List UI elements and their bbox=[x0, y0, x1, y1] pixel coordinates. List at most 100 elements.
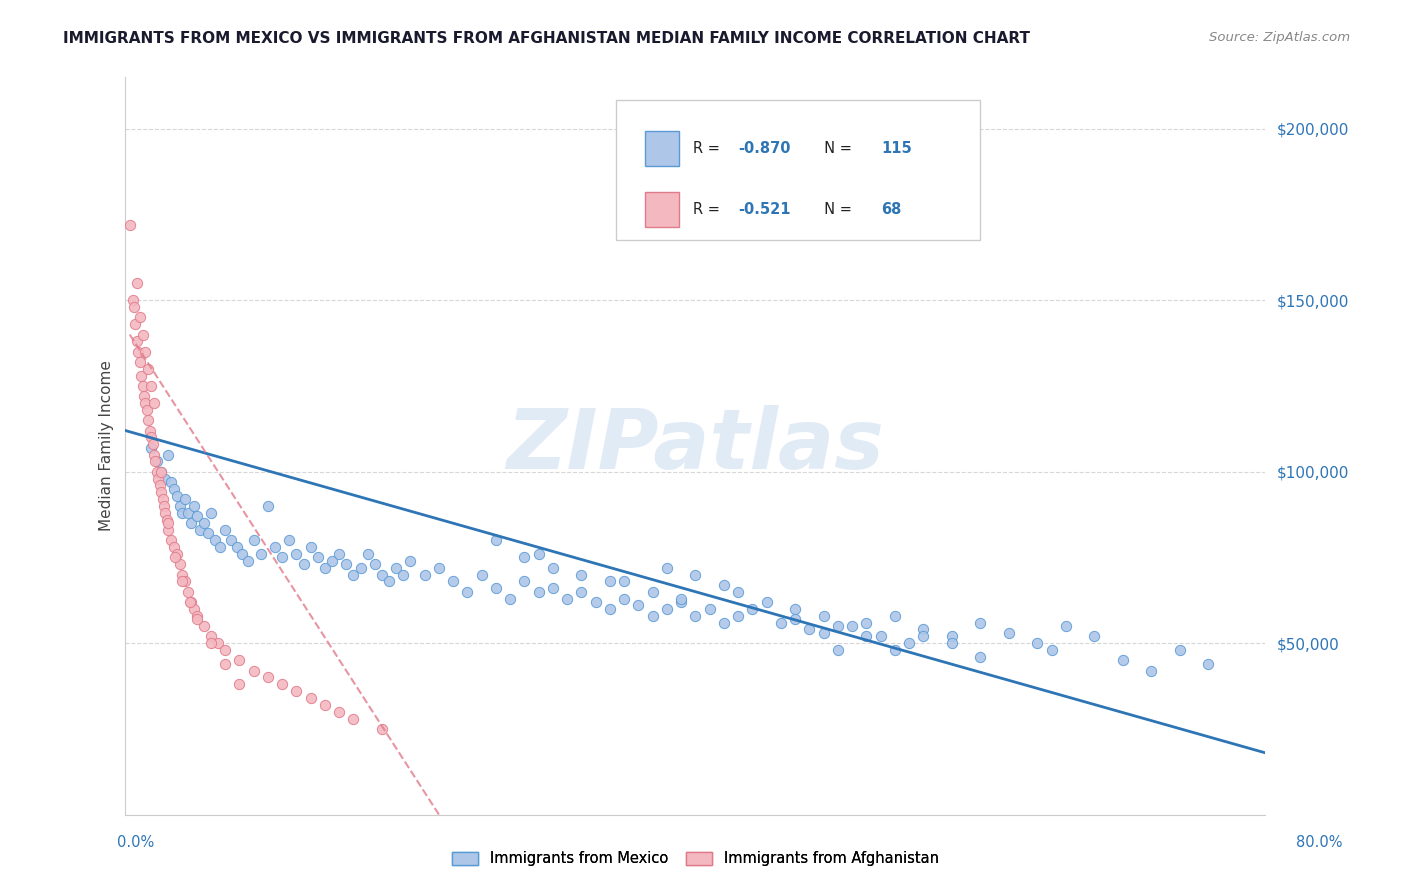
Point bbox=[236, 554, 259, 568]
Point bbox=[150, 465, 173, 479]
Point bbox=[200, 629, 222, 643]
Point bbox=[513, 550, 536, 565]
Point bbox=[299, 540, 322, 554]
Point bbox=[166, 489, 188, 503]
Point bbox=[122, 300, 145, 314]
Point bbox=[669, 591, 692, 606]
Point bbox=[186, 612, 208, 626]
Point bbox=[413, 567, 436, 582]
Point bbox=[134, 396, 156, 410]
Point bbox=[183, 602, 205, 616]
Text: -0.870: -0.870 bbox=[738, 141, 792, 156]
Point bbox=[827, 643, 849, 657]
Point bbox=[172, 574, 194, 589]
Point bbox=[174, 492, 197, 507]
Point bbox=[527, 584, 550, 599]
Point bbox=[869, 629, 891, 643]
Point bbox=[214, 643, 236, 657]
Point bbox=[200, 636, 222, 650]
Point bbox=[827, 619, 849, 633]
Point bbox=[1026, 636, 1049, 650]
Point bbox=[146, 454, 169, 468]
Point bbox=[613, 591, 636, 606]
Point bbox=[204, 533, 226, 548]
Text: 0.0%: 0.0% bbox=[117, 836, 153, 850]
Point bbox=[160, 533, 183, 548]
Text: Source: ZipAtlas.com: Source: ZipAtlas.com bbox=[1209, 31, 1350, 45]
Point bbox=[685, 608, 707, 623]
Point bbox=[471, 567, 494, 582]
Point bbox=[225, 540, 247, 554]
Text: 115: 115 bbox=[882, 141, 912, 156]
Point bbox=[180, 595, 202, 609]
Point bbox=[499, 591, 522, 606]
Point bbox=[769, 615, 792, 630]
Point bbox=[335, 558, 357, 572]
Point bbox=[599, 602, 621, 616]
Point bbox=[755, 595, 778, 609]
Point bbox=[163, 540, 186, 554]
Point bbox=[727, 584, 749, 599]
Point bbox=[153, 499, 176, 513]
Point bbox=[912, 629, 935, 643]
Text: -0.521: -0.521 bbox=[738, 202, 792, 217]
Point bbox=[143, 396, 166, 410]
Text: IMMIGRANTS FROM MEXICO VS IMMIGRANTS FROM AFGHANISTAN MEDIAN FAMILY INCOME CORRE: IMMIGRANTS FROM MEXICO VS IMMIGRANTS FRO… bbox=[63, 31, 1031, 46]
Text: R =: R = bbox=[693, 202, 724, 217]
Y-axis label: Median Family Income: Median Family Income bbox=[100, 360, 114, 532]
Point bbox=[208, 540, 231, 554]
Point bbox=[378, 574, 401, 589]
Point bbox=[541, 582, 564, 596]
Point bbox=[152, 492, 174, 507]
Text: N =: N = bbox=[815, 141, 856, 156]
Point bbox=[188, 523, 211, 537]
Point bbox=[641, 608, 664, 623]
Point bbox=[328, 705, 350, 719]
Point bbox=[118, 218, 141, 232]
Point bbox=[349, 560, 371, 574]
Point bbox=[299, 691, 322, 706]
Point bbox=[364, 558, 387, 572]
Point bbox=[1140, 664, 1163, 678]
Point bbox=[179, 595, 201, 609]
Point bbox=[883, 643, 905, 657]
Point bbox=[193, 619, 215, 633]
Point bbox=[941, 629, 963, 643]
Point bbox=[527, 547, 550, 561]
Point bbox=[139, 430, 162, 444]
Point bbox=[998, 625, 1021, 640]
Text: N =: N = bbox=[815, 202, 856, 217]
Point bbox=[727, 608, 749, 623]
Point bbox=[799, 623, 821, 637]
Point bbox=[328, 547, 350, 561]
Point bbox=[655, 602, 678, 616]
Point bbox=[685, 567, 707, 582]
Point bbox=[139, 379, 162, 393]
Point bbox=[219, 533, 242, 548]
Point bbox=[169, 499, 191, 513]
Point bbox=[627, 599, 650, 613]
Point bbox=[193, 516, 215, 530]
FancyBboxPatch shape bbox=[645, 193, 679, 227]
Point bbox=[441, 574, 464, 589]
Point bbox=[456, 584, 478, 599]
Point bbox=[129, 368, 152, 383]
Point bbox=[200, 506, 222, 520]
Point bbox=[150, 465, 173, 479]
Point bbox=[699, 602, 721, 616]
Point bbox=[713, 578, 735, 592]
Point bbox=[571, 584, 593, 599]
Point bbox=[264, 540, 287, 554]
Point bbox=[969, 615, 991, 630]
Point bbox=[207, 636, 229, 650]
Point bbox=[1054, 619, 1077, 633]
Point bbox=[427, 560, 450, 574]
Point bbox=[785, 612, 807, 626]
Point bbox=[169, 558, 191, 572]
Point bbox=[155, 472, 177, 486]
Point bbox=[139, 441, 162, 455]
Point bbox=[157, 516, 180, 530]
Point bbox=[1197, 657, 1219, 671]
Point bbox=[242, 533, 264, 548]
Point bbox=[855, 615, 877, 630]
